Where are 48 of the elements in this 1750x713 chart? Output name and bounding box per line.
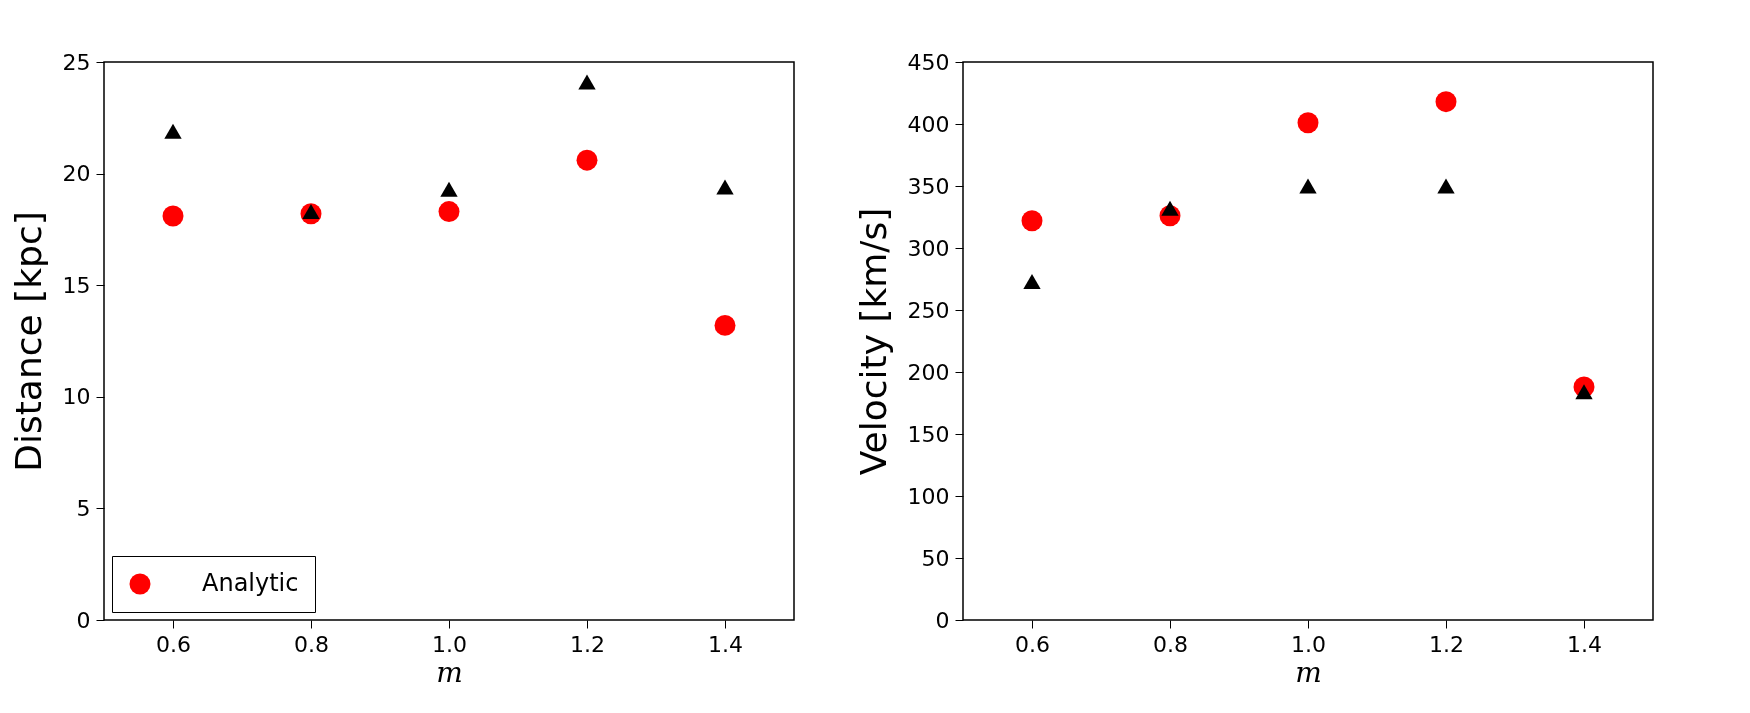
y-tick-label: 450 — [907, 49, 950, 75]
point — [302, 204, 320, 220]
y-tick-label: 25 — [62, 49, 91, 75]
point — [438, 201, 460, 223]
point — [1437, 178, 1455, 194]
y-tick-label: 10 — [62, 384, 91, 410]
x-tick-label: 1.0 — [432, 631, 467, 657]
point — [578, 74, 596, 90]
y-tick-label: 300 — [907, 235, 950, 261]
y-axis-title: Distance [kpc] — [7, 211, 49, 472]
x-tick-label: 0.6 — [156, 631, 191, 657]
y-tick-label: 200 — [907, 359, 950, 385]
x-tick-label: 0.6 — [1015, 631, 1050, 657]
point — [576, 149, 598, 171]
y-tick-label: 400 — [907, 111, 950, 137]
x-tick-label: 0.8 — [1153, 631, 1188, 657]
y-tick-label: 0 — [935, 607, 950, 633]
point — [716, 179, 734, 195]
point — [1297, 112, 1319, 134]
y-axis-title: Velocity [km/s] — [852, 207, 894, 476]
x-tick-label: 1.4 — [1567, 631, 1602, 657]
x-tick-label: 1.2 — [570, 631, 605, 657]
x-axis-title: m — [1295, 655, 1322, 689]
y-tick-label: 350 — [907, 173, 950, 199]
point — [1435, 91, 1457, 113]
point — [164, 123, 182, 139]
x-tick-label: 1.0 — [1291, 631, 1326, 657]
y-tick-label: 15 — [62, 272, 91, 298]
legend-label: Analytic — [202, 569, 299, 597]
y-tick-label: 5 — [76, 495, 91, 521]
y-tick-label: 100 — [907, 483, 950, 509]
point — [1299, 178, 1317, 194]
x-tick-label: 1.4 — [708, 631, 743, 657]
x-axis-title: m — [436, 655, 463, 689]
y-tick-label: 0 — [76, 607, 91, 633]
point — [714, 314, 736, 336]
point — [1161, 200, 1179, 216]
y-tick-label: 20 — [62, 161, 91, 187]
point — [440, 181, 458, 197]
point — [1021, 210, 1043, 232]
x-tick-label: 0.8 — [294, 631, 329, 657]
y-tick-label: 250 — [907, 297, 950, 323]
y-tick-label: 150 — [907, 421, 950, 447]
point — [1023, 273, 1041, 289]
point — [162, 205, 184, 227]
y-tick-label: 50 — [921, 545, 950, 571]
point — [1575, 384, 1593, 400]
x-tick-label: 1.2 — [1429, 631, 1464, 657]
